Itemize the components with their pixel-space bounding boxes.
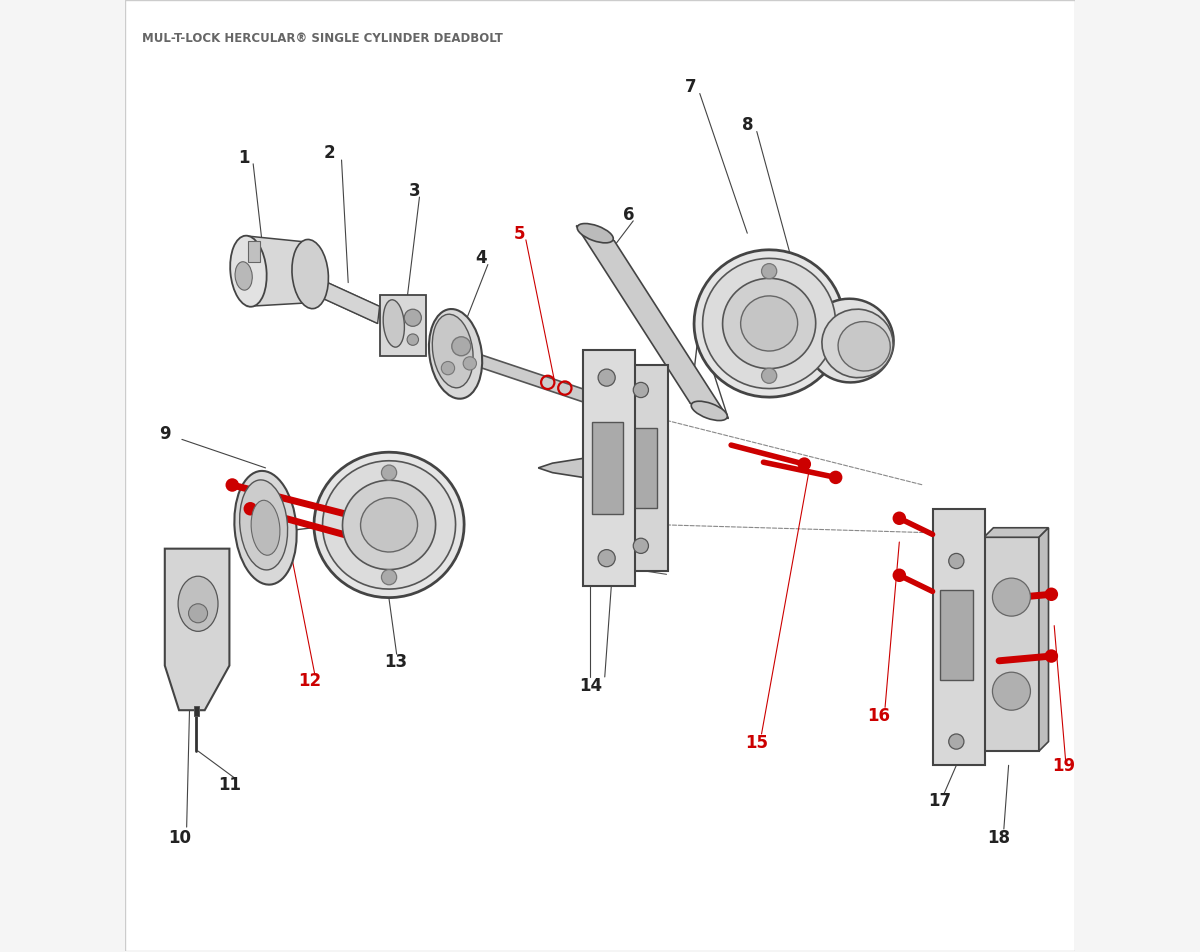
Circle shape xyxy=(894,570,905,582)
Circle shape xyxy=(463,357,476,370)
Polygon shape xyxy=(576,227,728,419)
Ellipse shape xyxy=(428,309,482,399)
Ellipse shape xyxy=(694,250,845,398)
Text: 10: 10 xyxy=(168,827,192,845)
Bar xyxy=(629,428,658,508)
Text: 9: 9 xyxy=(158,425,170,443)
Ellipse shape xyxy=(360,498,418,552)
Ellipse shape xyxy=(577,225,613,244)
Ellipse shape xyxy=(740,297,798,351)
Text: 6: 6 xyxy=(623,206,635,224)
Circle shape xyxy=(949,734,964,749)
Circle shape xyxy=(634,383,648,398)
Ellipse shape xyxy=(314,453,464,598)
Circle shape xyxy=(227,480,238,491)
Ellipse shape xyxy=(432,315,473,388)
Text: 16: 16 xyxy=(866,706,890,724)
Circle shape xyxy=(188,605,208,624)
Bar xyxy=(593,423,623,514)
Ellipse shape xyxy=(383,301,404,347)
Text: 19: 19 xyxy=(1052,757,1075,775)
Ellipse shape xyxy=(230,236,266,307)
Text: 5: 5 xyxy=(514,225,524,243)
Text: 18: 18 xyxy=(988,827,1010,845)
Circle shape xyxy=(762,368,776,384)
Ellipse shape xyxy=(235,263,252,291)
Ellipse shape xyxy=(806,300,894,383)
Text: 12: 12 xyxy=(299,671,322,689)
Bar xyxy=(619,366,668,571)
Text: 8: 8 xyxy=(742,116,754,134)
Circle shape xyxy=(451,337,470,356)
Circle shape xyxy=(442,362,455,375)
Polygon shape xyxy=(476,354,658,426)
Bar xyxy=(932,509,985,765)
Circle shape xyxy=(407,334,419,346)
Circle shape xyxy=(1045,650,1057,662)
Bar xyxy=(248,242,260,263)
Bar xyxy=(583,350,635,586)
Ellipse shape xyxy=(703,259,835,389)
Bar xyxy=(194,706,199,716)
Circle shape xyxy=(1045,589,1057,601)
Circle shape xyxy=(245,504,256,515)
Ellipse shape xyxy=(240,481,288,570)
Bar xyxy=(380,296,426,356)
Circle shape xyxy=(798,459,810,470)
Ellipse shape xyxy=(722,279,816,369)
Polygon shape xyxy=(164,549,229,710)
Circle shape xyxy=(404,310,421,327)
Polygon shape xyxy=(1039,528,1049,751)
Text: 13: 13 xyxy=(384,652,407,670)
Ellipse shape xyxy=(234,471,296,585)
Circle shape xyxy=(382,466,397,481)
Polygon shape xyxy=(984,528,1049,538)
Text: 4: 4 xyxy=(475,248,487,267)
Polygon shape xyxy=(247,237,313,307)
Ellipse shape xyxy=(323,462,456,589)
Ellipse shape xyxy=(342,481,436,570)
Ellipse shape xyxy=(822,309,893,378)
Text: 7: 7 xyxy=(684,78,696,96)
Circle shape xyxy=(598,550,616,567)
Circle shape xyxy=(382,570,397,585)
Bar xyxy=(984,538,1039,751)
Text: 14: 14 xyxy=(578,676,602,694)
Polygon shape xyxy=(539,459,583,478)
Circle shape xyxy=(598,369,616,387)
Circle shape xyxy=(992,672,1031,710)
Text: 17: 17 xyxy=(929,792,952,809)
Circle shape xyxy=(894,513,905,525)
Circle shape xyxy=(634,539,648,554)
Circle shape xyxy=(830,472,841,484)
Text: 15: 15 xyxy=(745,733,768,751)
Text: 11: 11 xyxy=(218,776,241,793)
Bar xyxy=(940,590,973,680)
Text: 1: 1 xyxy=(238,149,250,167)
Ellipse shape xyxy=(691,402,727,421)
Polygon shape xyxy=(311,277,379,324)
Ellipse shape xyxy=(838,322,890,371)
Ellipse shape xyxy=(178,577,218,632)
Circle shape xyxy=(992,579,1031,617)
Text: MUL-T-LOCK HERCULAR® SINGLE CYLINDER DEADBOLT: MUL-T-LOCK HERCULAR® SINGLE CYLINDER DEA… xyxy=(142,31,503,45)
Circle shape xyxy=(762,265,776,280)
Text: 3: 3 xyxy=(409,182,420,200)
Ellipse shape xyxy=(292,240,329,309)
Circle shape xyxy=(949,554,964,569)
Ellipse shape xyxy=(251,501,280,556)
Text: 2: 2 xyxy=(323,145,335,162)
